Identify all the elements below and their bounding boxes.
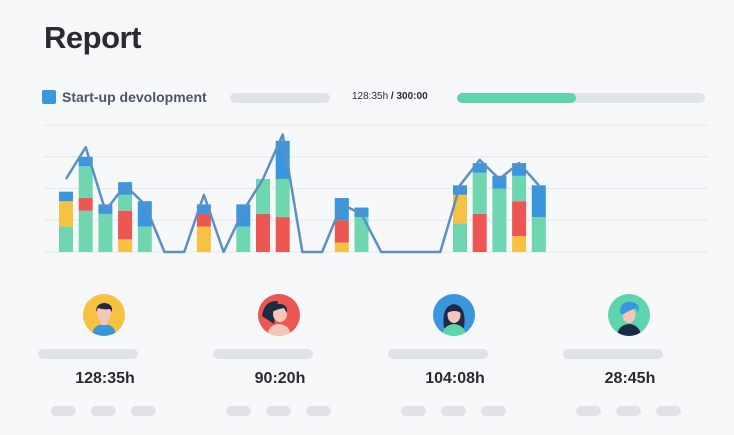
- woman-avatar-icon: [433, 294, 475, 336]
- legend-swatch: [42, 90, 56, 104]
- progress-fill: [457, 93, 577, 103]
- bar-segment-green: [59, 226, 73, 252]
- bar-segment-blue: [354, 207, 369, 218]
- member-card[interactable]: 90:20h: [200, 294, 360, 424]
- bar-segment-red: [196, 213, 211, 227]
- bar-segment-green: [354, 217, 369, 252]
- placeholder-bar: [230, 93, 330, 103]
- time-readout: 128:35h / 300:00: [352, 91, 428, 102]
- bar-segment-blue: [492, 175, 507, 189]
- bar-segment-blue: [531, 185, 546, 218]
- bar-segment-blue: [59, 191, 73, 202]
- member-card[interactable]: 104:08h: [375, 294, 535, 424]
- placeholder-pill: [51, 406, 76, 416]
- bar-segment-green: [512, 175, 527, 202]
- placeholder-pill: [656, 406, 681, 416]
- bar-segment-red: [472, 213, 487, 252]
- project-row[interactable]: Start-up devolopment 128:35h / 300:00: [42, 88, 706, 108]
- bar-segment-blue: [78, 156, 93, 167]
- placeholder-pill: [401, 406, 426, 416]
- bar-segment-red: [78, 198, 93, 211]
- name-placeholder: [38, 349, 138, 359]
- stacked-bar-chart: [44, 124, 708, 254]
- bar-segment-yellow: [118, 239, 133, 252]
- placeholder-pill: [481, 406, 506, 416]
- bar-segment-blue: [236, 204, 251, 227]
- bar-segment-yellow: [59, 201, 73, 227]
- placeholder-pill: [441, 406, 466, 416]
- bar-segment-green: [256, 178, 270, 214]
- bar-segment-blue: [137, 201, 152, 227]
- bar-segment-red: [118, 210, 133, 240]
- bar-segment-yellow: [196, 226, 211, 252]
- name-placeholder: [563, 349, 663, 359]
- bar-segment-yellow: [512, 236, 527, 252]
- bar-segment-blue: [196, 204, 211, 214]
- bar-segment-red: [275, 217, 290, 252]
- bar-segment-green: [472, 172, 487, 214]
- woman-avatar-icon: [258, 294, 300, 336]
- bar-segment-blue: [472, 163, 487, 173]
- person-avatar-icon: [608, 294, 650, 336]
- bar-segment-green: [78, 210, 93, 252]
- page-title: Report: [44, 20, 141, 55]
- bar-segment-red: [334, 220, 349, 243]
- member-hours: 28:45h: [604, 370, 656, 387]
- placeholder-pill: [616, 406, 641, 416]
- bar-segment-blue: [453, 185, 467, 195]
- placeholder-pill: [576, 406, 601, 416]
- member-hours: 104:08h: [425, 370, 485, 387]
- placeholder-pill: [131, 406, 156, 416]
- name-placeholder: [388, 349, 488, 359]
- bar-segment-green: [453, 223, 467, 252]
- bar-segment-green: [492, 188, 507, 252]
- bar-segment-yellow: [334, 242, 349, 252]
- bar-segment-red: [256, 213, 270, 252]
- bar-segment-green: [137, 226, 152, 252]
- bar-segment-green: [78, 166, 93, 199]
- bar-segment-green: [531, 217, 546, 252]
- bar-segment-red: [512, 201, 527, 237]
- name-placeholder: [213, 349, 313, 359]
- progress-bar: [457, 93, 705, 103]
- bar-segment-green: [236, 226, 251, 252]
- member-card[interactable]: 28:45h: [550, 294, 710, 424]
- placeholder-pill: [306, 406, 331, 416]
- member-card[interactable]: 128:35h: [25, 294, 185, 424]
- bar-segment-yellow: [453, 194, 467, 224]
- bar-segment-green: [118, 194, 133, 211]
- member-hours: 90:20h: [254, 370, 306, 387]
- trend-line: [64, 133, 540, 254]
- placeholder-pill: [266, 406, 291, 416]
- bar-segment-green: [98, 213, 113, 252]
- man-avatar-icon: [83, 294, 125, 336]
- bar-segment-green: [275, 178, 290, 218]
- placeholder-pill: [91, 406, 116, 416]
- project-label: Start-up devolopment: [62, 89, 207, 105]
- member-hours: 128:35h: [75, 370, 135, 387]
- placeholder-pill: [226, 406, 251, 416]
